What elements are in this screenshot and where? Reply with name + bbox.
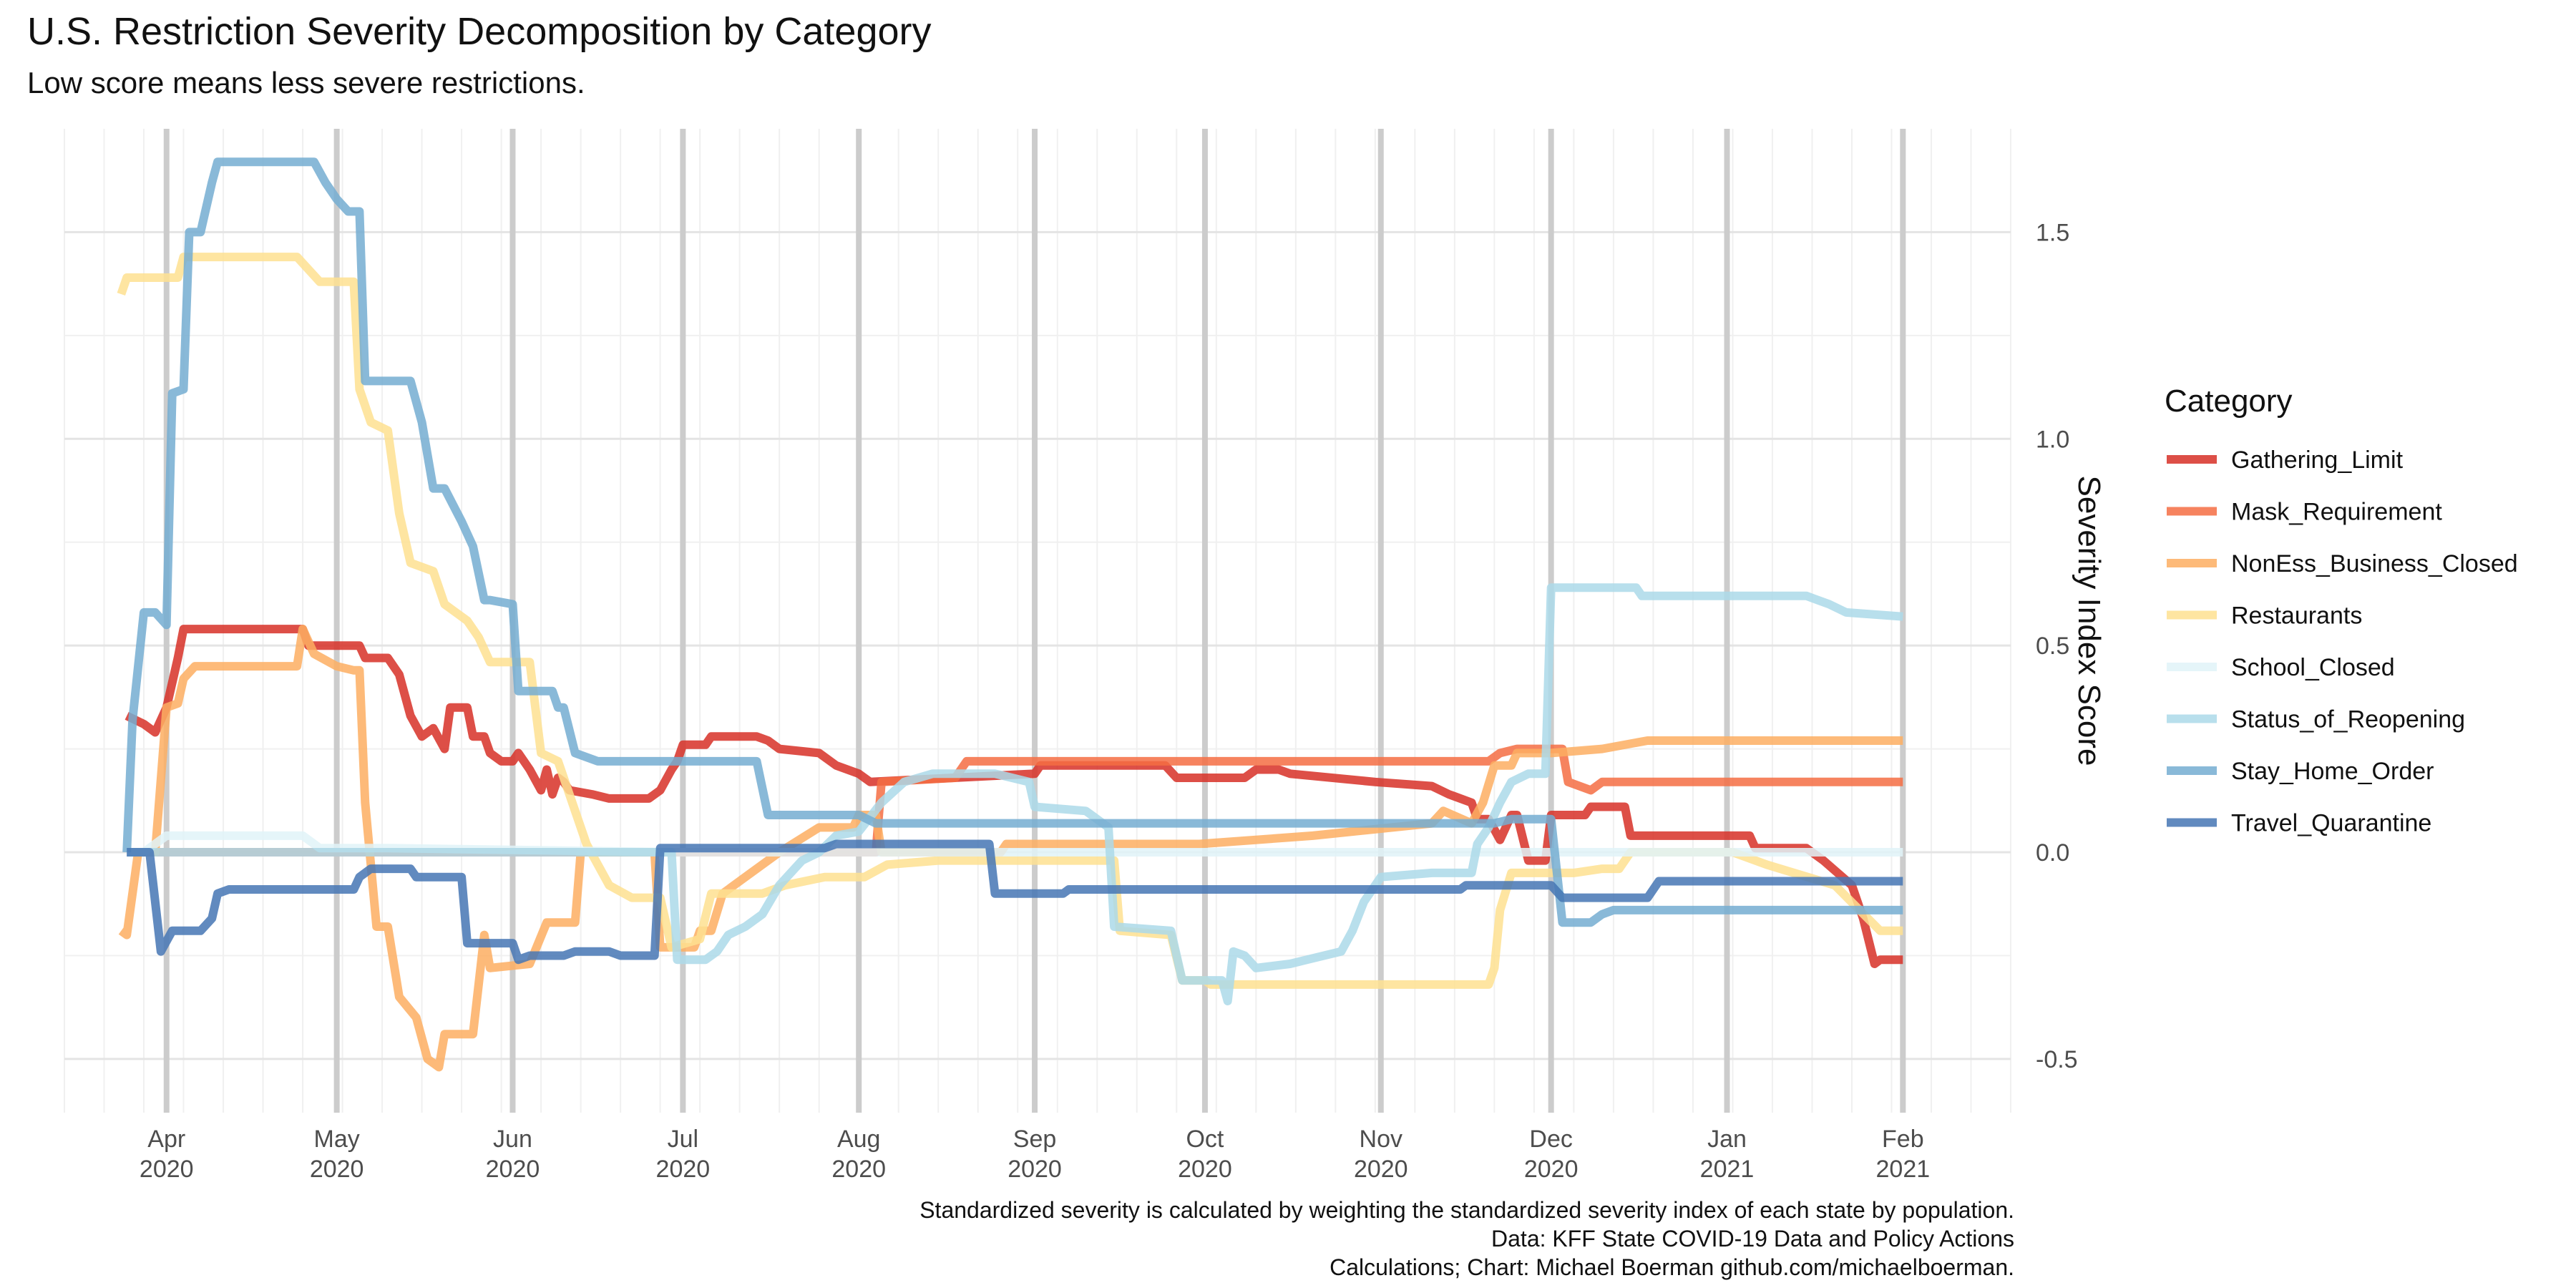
x-tick-year: 2020 [831, 1156, 886, 1183]
series-lines [117, 157, 1903, 1072]
x-tick-month: Oct [1186, 1126, 1224, 1153]
legend-label: Restaurants [2231, 602, 2362, 630]
x-tick-year: 2020 [486, 1156, 540, 1183]
caption-line: Calculations; Chart: Michael Boerman git… [1330, 1254, 2014, 1280]
legend-title: Category [2165, 384, 2293, 419]
x-tick-month: Feb [1882, 1126, 1924, 1153]
legend-label: Mask_Requirement [2231, 499, 2442, 526]
x-tick-year: 2020 [1178, 1156, 1232, 1183]
x-tick-month: Jan [1707, 1126, 1747, 1153]
y-tick-label: 1.0 [2036, 426, 2069, 453]
y-tick-label: -0.5 [2036, 1046, 2078, 1073]
y-axis: 1.5 1.0 0.5 0.0 -0.5 [2036, 219, 2078, 1073]
legend-label: Status_of_Reopening [2231, 706, 2465, 733]
x-tick-year: 2020 [140, 1156, 194, 1183]
x-tick-year: 2021 [1700, 1156, 1755, 1183]
x-tick-month: Nov [1360, 1126, 1402, 1153]
y-tick-label: 1.5 [2036, 219, 2069, 246]
x-tick-year: 2020 [1354, 1156, 1408, 1183]
caption-line: Data: KFF State COVID-19 Data and Policy… [1491, 1226, 2014, 1252]
chart-subtitle: Low score means less severe restrictions… [27, 66, 585, 99]
series-line-travel-quarantine [127, 839, 1903, 965]
x-tick-month: Sep [1013, 1126, 1057, 1153]
major-gridlines [64, 129, 2011, 1113]
series-line-restaurants [117, 253, 1903, 989]
caption-line: Standardized severity is calculated by w… [919, 1197, 2014, 1223]
legend-label: Stay_Home_Order [2231, 758, 2434, 785]
legend-label: Gathering_Limit [2231, 447, 2404, 474]
x-tick-year: 2020 [656, 1156, 711, 1183]
x-tick-month: Dec [1529, 1126, 1572, 1153]
caption: Standardized severity is calculated by w… [919, 1197, 2014, 1280]
x-tick-month: Jun [493, 1126, 532, 1153]
x-tick-month: Apr [147, 1126, 185, 1153]
x-tick-year: 2021 [1876, 1156, 1931, 1183]
y-tick-label: 0.0 [2036, 839, 2069, 867]
y-axis-title: Severity Index Score [2072, 476, 2107, 766]
x-tick-year: 2020 [1008, 1156, 1062, 1183]
legend: Category Gathering_Limit Mask_Requirement… [2165, 384, 2518, 837]
legend-label: Travel_Quarantine [2231, 810, 2431, 837]
x-tick-month: Jul [668, 1126, 698, 1153]
x-tick-year: 2020 [1524, 1156, 1579, 1183]
series-line-status-of-reopening [127, 583, 1903, 1005]
y-tick-label: 0.5 [2036, 633, 2069, 660]
x-axis: Apr 2020 May 2020 Jun 2020 Jul 2020 Aug 2020 Sep 20… [140, 1126, 1930, 1183]
x-tick-year: 2020 [310, 1156, 364, 1183]
x-tick-month: May [314, 1126, 360, 1153]
legend-label: NonEss_Business_Closed [2231, 550, 2518, 577]
x-tick-month: Aug [837, 1126, 881, 1153]
chart-title: U.S. Restriction Severity Decomposition … [27, 10, 932, 53]
plot-panel [64, 129, 2011, 1113]
legend-label: School_Closed [2231, 654, 2395, 681]
series-line-stay-home-order [122, 157, 1903, 927]
